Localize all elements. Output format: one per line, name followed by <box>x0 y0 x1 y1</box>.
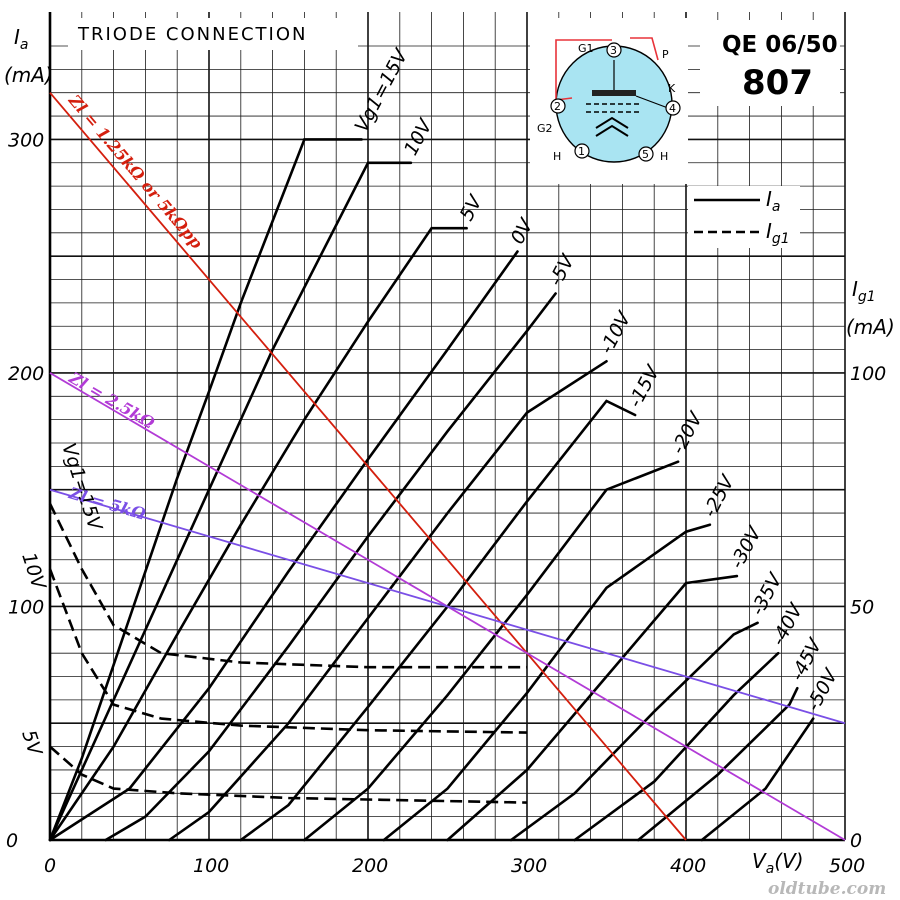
y-left-tick-label: 0 <box>6 830 18 852</box>
cathode-lead <box>635 95 669 109</box>
model-secondary: 807 <box>742 63 813 103</box>
pin-3-label: 3 <box>610 44 617 57</box>
anode-curve-label-3: 0V <box>506 214 538 248</box>
anode-curve-8 <box>382 523 712 842</box>
label-k: K <box>668 82 676 95</box>
label-h-right: H <box>660 150 668 163</box>
plate-wire <box>630 37 659 61</box>
anode-curve-label-7: -20V <box>667 407 708 458</box>
pin-5-label: 5 <box>642 148 649 161</box>
y-right-tick-label: 100 <box>850 363 886 385</box>
pin-2-label: 2 <box>554 100 561 113</box>
title-box <box>68 18 358 50</box>
y-left-tick-label: 100 <box>8 596 44 618</box>
anode-curve-2 <box>48 226 468 842</box>
anode-curve-1 <box>48 161 413 842</box>
anode-current-curves <box>48 138 815 842</box>
anode-curve-label-6: -15V <box>624 360 665 411</box>
x-tick-label: 500 <box>829 855 865 877</box>
y-left-tick-label: 300 <box>8 129 44 151</box>
y-right-tick-label: 0 <box>850 830 862 852</box>
anode-curve-7 <box>303 460 680 842</box>
anode-curve-5 <box>168 360 608 842</box>
chart-labels: 0 100 200 300 400 5000100200300050100Vg1=15V1… <box>6 44 886 877</box>
load-line-label-1: Zl = 2.5kΩ <box>65 367 158 433</box>
pin-2-circle <box>550 98 566 114</box>
x-tick-label: 200 <box>352 855 388 877</box>
legend-dashed-label: Ig1 <box>766 219 790 247</box>
x-axis-title: Va(V) <box>752 849 804 877</box>
x-tick-label: 0 <box>44 855 56 877</box>
legend-solid-label: Ia <box>766 187 781 215</box>
anode-curve-6 <box>239 399 637 842</box>
pin-5-circle <box>638 146 654 162</box>
label-h-left: H <box>553 150 561 163</box>
pin-1-label: 1 <box>578 145 585 158</box>
anode-curve-label-1: 10V <box>400 114 438 159</box>
anode-curve-3 <box>48 250 519 842</box>
tube-base-diagram: 1 2 3 4 5 G1 G2 P K H H <box>530 18 688 184</box>
grid-current-curve-0 <box>48 503 527 669</box>
anode-curve-label-2: 5V <box>456 190 488 224</box>
load-line-0 <box>49 92 687 841</box>
anode-curve-10 <box>509 621 759 842</box>
pin-3-circle <box>606 42 622 58</box>
model-primary: QE 06/50 <box>722 32 838 58</box>
x-tick-label: 400 <box>670 855 706 877</box>
label-g2: G2 <box>537 122 553 135</box>
load-line-label-0: Zl = 1.25kΩ or 5kΩpp <box>64 90 206 252</box>
left-axis-unit: (mA) <box>4 63 53 87</box>
anode-curve-9 <box>446 574 739 842</box>
load-line-2 <box>49 488 846 725</box>
model-box <box>700 20 840 106</box>
grid-current-curves <box>48 503 528 804</box>
grid-current-curve-1 <box>48 568 528 734</box>
right-axis-title: Ig1 <box>852 277 876 305</box>
pin-4-circle <box>665 100 681 116</box>
grid-current-curve-2 <box>49 745 528 804</box>
anode-curve-4 <box>104 292 557 842</box>
grid-curve-label-1: 10V <box>17 550 50 594</box>
anode-curve-11 <box>573 651 780 842</box>
watermark: oldtube.com <box>768 879 886 899</box>
label-g1: G1 <box>578 42 594 55</box>
y-left-tick-label: 200 <box>8 363 44 385</box>
label-p: P <box>662 48 669 61</box>
anode-curve-12 <box>637 686 799 842</box>
pin-1-circle <box>574 143 590 159</box>
g1-wire <box>555 39 612 101</box>
anode-curve-label-0: Vg1=15V <box>351 44 414 136</box>
legend-box <box>688 186 800 248</box>
grid-curve-label-2: 5V <box>17 727 46 760</box>
anode-curve-13 <box>700 717 815 842</box>
right-axis-unit: (mA) <box>846 315 895 339</box>
pin-4-label: 4 <box>669 102 676 115</box>
anode-curve-label-9: -30V <box>726 521 767 572</box>
heater-element <box>595 124 629 137</box>
chart-grid <box>48 12 846 842</box>
cathode-element <box>595 116 629 129</box>
load-lines <box>49 92 846 841</box>
left-axis-title: Ia <box>14 25 29 53</box>
chart-title: TRIODE CONNECTION <box>77 24 307 45</box>
x-tick-label: 100 <box>193 855 229 877</box>
x-tick-label: 300 <box>511 855 547 877</box>
legend: Ia Ig1 <box>688 186 800 248</box>
anode-curve-0 <box>48 138 363 842</box>
y-right-tick-label: 50 <box>850 596 874 618</box>
plate-element <box>592 90 636 96</box>
